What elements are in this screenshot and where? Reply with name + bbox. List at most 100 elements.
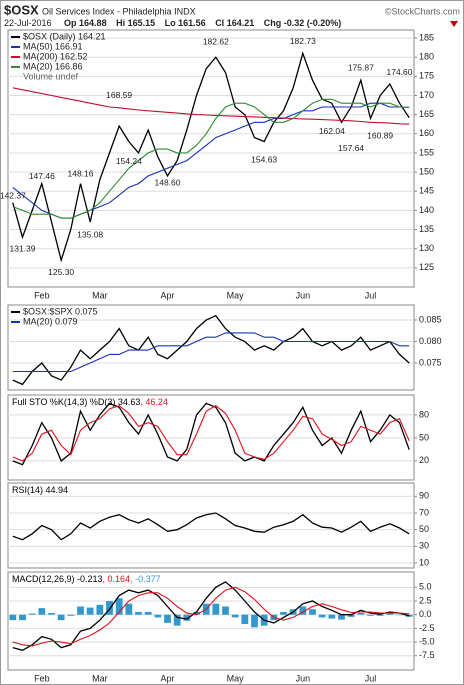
y-tick-label: 165 xyxy=(419,109,434,119)
legend-entry: $OSX:$SPX 0.075 xyxy=(23,306,98,316)
histogram-bar xyxy=(144,611,152,615)
histogram-bar xyxy=(338,614,345,620)
histogram-bar xyxy=(280,611,287,615)
histogram-bar xyxy=(96,604,104,615)
histogram-bar xyxy=(125,603,133,615)
histogram-bar xyxy=(38,608,46,615)
histogram-bar xyxy=(251,614,258,628)
y-tick-label: 170 xyxy=(419,90,434,100)
y-tick-label: 50 xyxy=(419,432,429,442)
y-tick-label: 140 xyxy=(419,205,434,215)
legend-entry: MA(50) 166.91 xyxy=(23,41,83,51)
legend-entry: , -0.377 xyxy=(130,574,161,584)
y-tick-label: 0.0 xyxy=(419,609,432,619)
histogram-bar xyxy=(19,614,26,621)
y-tick-label: 70 xyxy=(419,507,429,517)
indicator-line xyxy=(12,405,410,462)
legend-entry: , 46.24 xyxy=(140,397,168,407)
y-tick-label: 135 xyxy=(419,224,434,234)
index-name: Oil Services Index - Philadelphia INDX xyxy=(42,6,196,16)
y-tick-label: 30 xyxy=(419,541,429,551)
histogram-bar xyxy=(183,614,191,621)
price-line xyxy=(12,581,410,651)
price-line xyxy=(12,402,410,466)
indicator-line xyxy=(12,586,410,647)
price-annotation: 142.37 xyxy=(0,191,26,201)
y-tick-label: 150 xyxy=(419,166,434,176)
histogram-bar xyxy=(328,614,336,619)
histogram-bar xyxy=(347,614,355,617)
y-tick-label: 185 xyxy=(419,32,434,42)
y-tick-label: 0.075 xyxy=(419,357,442,367)
panel-frame xyxy=(7,482,415,569)
legend-entry: $OSX (Daily) 164.21 xyxy=(23,31,106,41)
legend-entry: MA(20) 0.079 xyxy=(23,316,78,326)
x-tick-label: Apr xyxy=(160,673,174,683)
histogram-bar xyxy=(396,614,403,616)
price-annotation: 160.89 xyxy=(367,131,393,141)
legend: MACD(12,26,9) -0.213, 0.164, -0.377 xyxy=(12,574,161,584)
histogram-bar xyxy=(106,601,113,615)
indicator-line xyxy=(12,332,410,373)
quote-item: Lo 161.56 xyxy=(165,18,206,28)
legend-swatch xyxy=(11,36,20,38)
y-tick-label: 80 xyxy=(419,409,429,419)
legend-entry: MA(20) 166.86 xyxy=(23,61,83,71)
histogram-bar xyxy=(28,613,36,615)
legend-swatch xyxy=(11,46,20,48)
x-tick-label: May xyxy=(227,673,245,683)
y-tick-label: 10 xyxy=(419,557,429,567)
price-annotation: 148.60 xyxy=(155,178,181,188)
y-tick-label: 5.0 xyxy=(419,582,432,592)
histogram-bar xyxy=(386,613,394,615)
histogram-bar xyxy=(299,606,307,615)
histogram-bar xyxy=(67,614,75,616)
legend-entry: , 0.164 xyxy=(103,574,131,584)
y-tick-label: -5.0 xyxy=(419,636,435,646)
histogram-bar xyxy=(173,614,181,626)
x-tick-label: Jul xyxy=(365,290,377,300)
legend-entry: MA(200) 162.52 xyxy=(23,51,88,61)
histogram-bar xyxy=(357,613,365,615)
histogram-bar xyxy=(193,611,200,615)
legend-entry: Volume undef xyxy=(23,71,79,81)
quote-line: 22-Jul-2016 Op 164.88 Hi 165.15 Lo 161.5… xyxy=(4,18,341,28)
histogram-bar xyxy=(86,607,94,615)
histogram-bar xyxy=(164,614,171,623)
legend-entry: MACD(12,26,9) -0.213 xyxy=(12,574,103,584)
y-tick-label: 175 xyxy=(419,71,434,81)
y-tick-label: -2.5 xyxy=(419,623,435,633)
y-tick-label: 90 xyxy=(419,491,429,501)
price-annotation: 135.08 xyxy=(77,229,103,239)
histogram-bar xyxy=(367,614,374,616)
price-annotation: 175.87 xyxy=(348,62,374,72)
panel-frame xyxy=(7,29,415,288)
price-line xyxy=(12,512,410,541)
y-tick-label: 0.080 xyxy=(419,336,442,346)
price-annotation: 162.04 xyxy=(319,126,345,136)
y-tick-label: 145 xyxy=(419,186,434,196)
y-tick-label: 0.085 xyxy=(419,314,442,324)
price-annotation: 148.16 xyxy=(68,168,94,178)
panel-frame xyxy=(7,571,415,671)
price-annotation: 125.30 xyxy=(48,267,74,277)
symbol: $OSX xyxy=(4,2,39,17)
x-tick-label: Jun xyxy=(296,673,311,683)
y-tick-label: 155 xyxy=(419,147,434,157)
y-tick-label: 125 xyxy=(419,262,434,272)
x-tick-label: Mar xyxy=(92,290,108,300)
legend-swatch xyxy=(11,66,20,68)
y-tick-label: -7.5 xyxy=(419,650,435,660)
x-tick-label: Apr xyxy=(160,290,174,300)
price-annotation: 168.59 xyxy=(106,90,132,100)
price-annotation: 154.63 xyxy=(251,155,277,165)
indicator-line xyxy=(12,87,410,125)
y-tick-label: 20 xyxy=(419,455,429,465)
x-tick-label: Mar xyxy=(92,673,108,683)
legend-swatch xyxy=(11,321,20,323)
quote-item: Hi 165.15 xyxy=(116,18,155,28)
legend-swatch xyxy=(11,311,20,313)
legend-swatch xyxy=(11,56,20,58)
histogram-bar xyxy=(376,614,384,616)
